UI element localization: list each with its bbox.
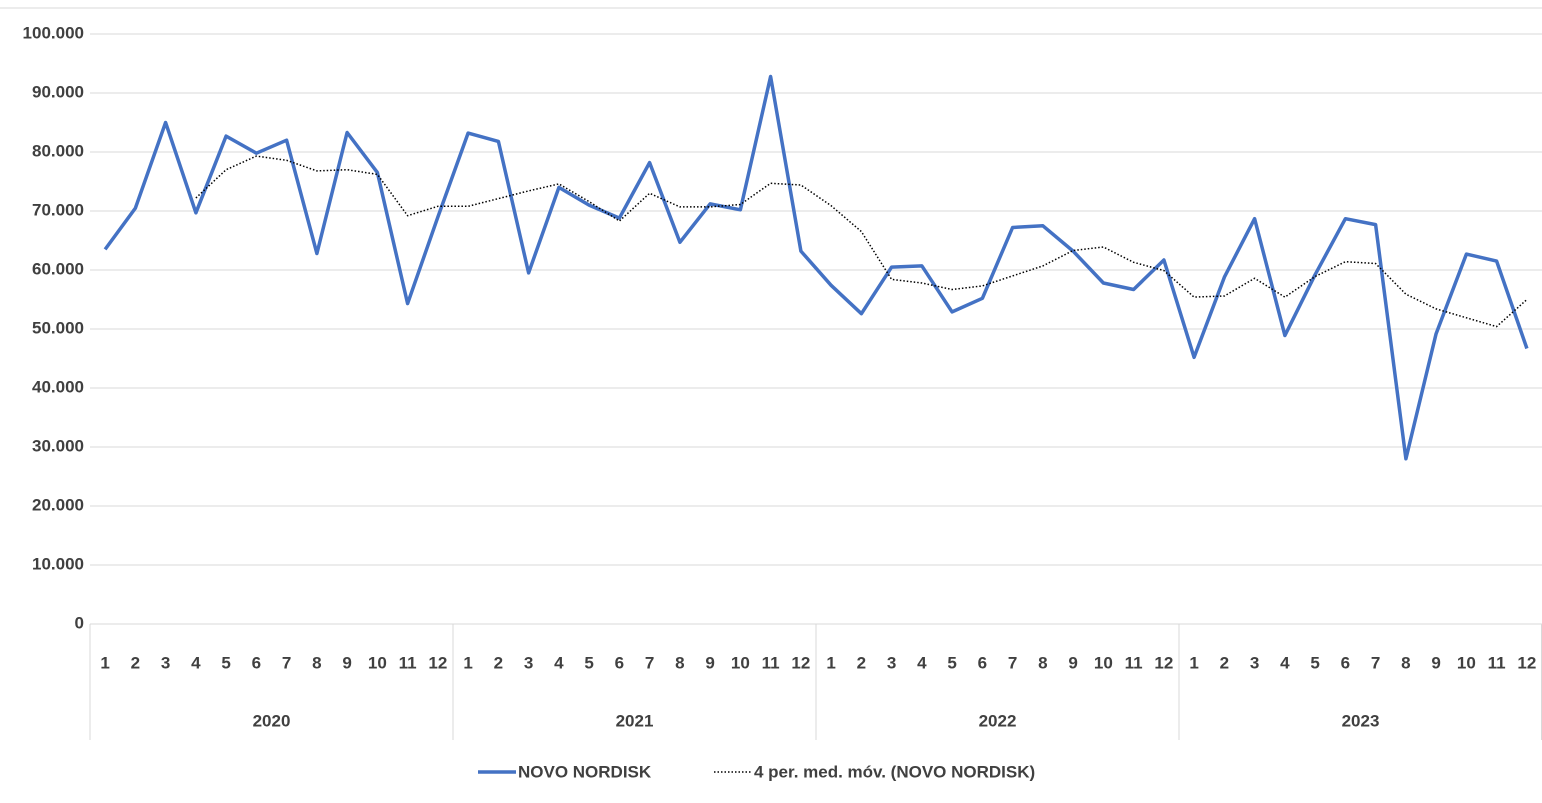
x-tick-label: 8 [1401,653,1410,672]
x-tick-label: 1 [1189,653,1198,672]
x-tick-label: 3 [887,653,896,672]
x-tick-label: 2 [1220,653,1229,672]
x-tick-label: 7 [1371,653,1380,672]
y-tick-label: 50.000 [32,318,84,337]
y-tick-label: 30.000 [32,436,84,455]
x-tick-label: 2 [857,653,866,672]
x-tick-label: 1 [100,653,109,672]
x-tick-label: 8 [675,653,684,672]
x-tick-label: 6 [252,653,261,672]
x-tick-label: 8 [312,653,321,672]
x-group-label: 2022 [979,711,1017,730]
y-tick-label: 90.000 [32,82,84,101]
y-tick-label: 10.000 [32,554,84,573]
y-tick-label: 80.000 [32,141,84,160]
y-tick-label: 70.000 [32,200,84,219]
x-tick-label: 10 [1457,653,1476,672]
x-tick-label: 1 [463,653,472,672]
x-tick-label: 10 [368,653,387,672]
x-tick-label: 7 [1008,653,1017,672]
x-tick-label: 3 [161,653,170,672]
x-tick-label: 6 [978,653,987,672]
x-group-label: 2021 [616,711,654,730]
x-tick-label: 3 [524,653,533,672]
x-tick-label: 3 [1250,653,1259,672]
x-tick-label: 5 [221,653,230,672]
legend-label: NOVO NORDISK [518,762,652,781]
x-tick-label: 7 [282,653,291,672]
x-tick-label: 4 [917,653,927,672]
x-tick-label: 12 [428,653,447,672]
x-tick-label: 5 [584,653,593,672]
x-tick-label: 12 [1154,653,1173,672]
x-tick-label: 1 [826,653,835,672]
x-tick-label: 9 [705,653,714,672]
x-tick-label: 4 [554,653,564,672]
x-tick-label: 8 [1038,653,1047,672]
x-tick-label: 11 [762,653,780,672]
x-tick-label: 6 [1341,653,1350,672]
x-tick-label: 2 [131,653,140,672]
x-tick-label: 7 [645,653,654,672]
x-tick-label: 4 [1280,653,1290,672]
x-tick-label: 11 [1488,653,1506,672]
x-tick-label: 9 [1431,653,1440,672]
y-tick-label: 40.000 [32,377,84,396]
y-tick-label: 20.000 [32,495,84,514]
legend-label: 4 per. med. móv. (NOVO NORDISK) [754,762,1035,781]
x-tick-label: 11 [399,653,417,672]
x-group-label: 2020 [253,711,291,730]
y-tick-label: 100.000 [23,23,84,42]
x-tick-label: 12 [791,653,810,672]
x-tick-label: 11 [1125,653,1143,672]
x-tick-label: 9 [1068,653,1077,672]
series-line [195,155,1528,328]
x-tick-label: 10 [1094,653,1113,672]
y-tick-label: 0 [75,613,84,632]
x-tick-label: 5 [1310,653,1319,672]
x-tick-label: 4 [191,653,201,672]
x-group-label: 2023 [1342,711,1380,730]
x-tick-label: 5 [947,653,956,672]
x-tick-label: 2 [494,653,503,672]
series-line [103,74,1529,461]
x-tick-label: 9 [342,653,351,672]
x-tick-label: 10 [731,653,750,672]
x-tick-label: 6 [615,653,624,672]
y-tick-label: 60.000 [32,259,84,278]
x-tick-label: 12 [1517,653,1536,672]
